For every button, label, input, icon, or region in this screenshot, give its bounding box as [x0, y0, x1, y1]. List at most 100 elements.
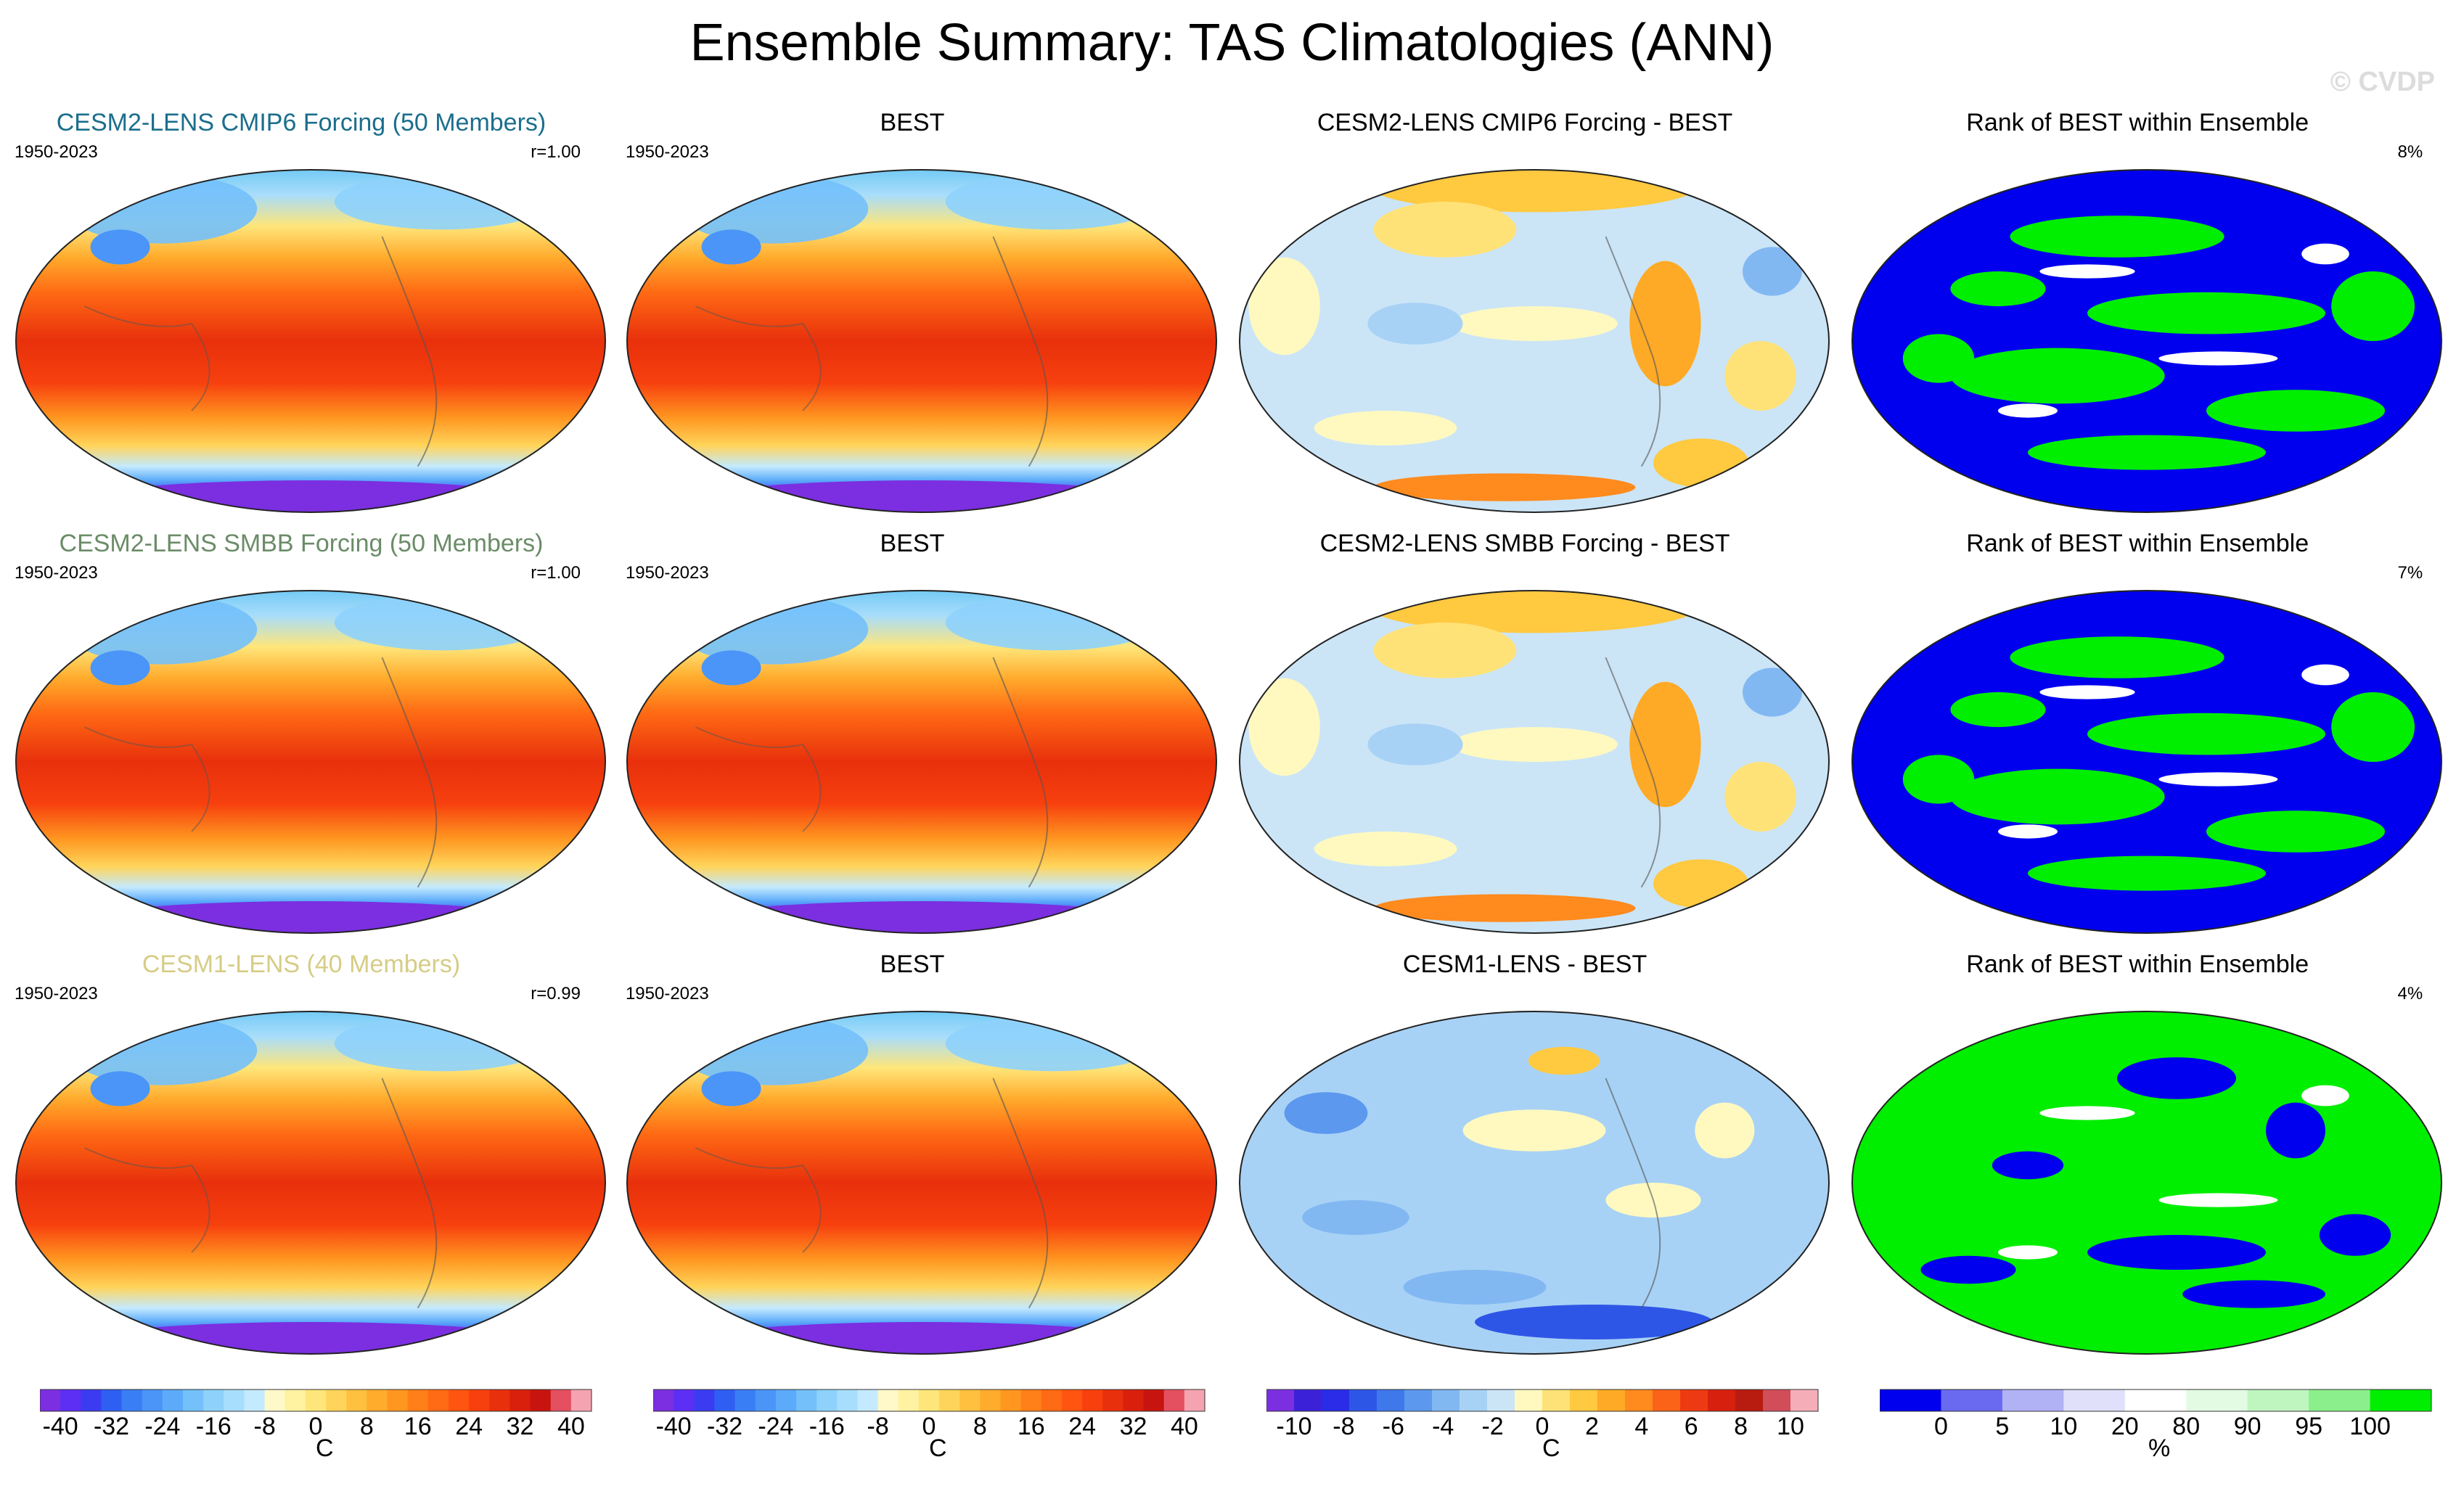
observed-climatology-map: [626, 1011, 1217, 1355]
cold-region-shape: [66, 594, 258, 665]
pattern-correlation-label: r=0.99: [531, 984, 581, 1003]
years-label: 1950-2023: [15, 563, 98, 583]
colorbar-swatch: [81, 1389, 102, 1411]
rank-region-shape: [2087, 713, 2326, 755]
coastline: [381, 657, 438, 888]
map-border: [1851, 169, 2443, 513]
rank-region-shape: [1998, 403, 2058, 418]
figure-title: Ensemble Summary: TAS Climatologies (ANN…: [689, 14, 1775, 72]
colorbar-swatch: [224, 1389, 245, 1411]
colorbar-swatch: [1432, 1389, 1460, 1411]
rank-region-shape: [2158, 1193, 2278, 1207]
cold-region-shape: [671, 1322, 1172, 1354]
rank-region-shape: [1998, 824, 2058, 839]
colorbar-tick-label: 0: [922, 1413, 936, 1440]
colorbar-swatch: [980, 1389, 1002, 1411]
colorbar-swatch: [570, 1389, 592, 1411]
ensemble-climatology-map: [15, 169, 607, 513]
rank-region-shape: [2301, 664, 2350, 686]
map-border: [1239, 169, 1830, 513]
colorbar-diff-3: -10 -8 -6 -4 -2 0 2 4 6 8 10 C: [1266, 1382, 1847, 1462]
colorbar-swatch: [121, 1389, 143, 1411]
colorbar-unit-label: C: [929, 1434, 947, 1462]
coastline: [695, 726, 822, 832]
cold-region-shape: [60, 1322, 561, 1354]
cold-region-shape: [334, 173, 549, 230]
colorbar-tick-label: -8: [1333, 1413, 1354, 1440]
panel-diff-row-3: CESM1-LENS - BEST: [1224, 951, 1830, 1357]
colorbar-swatch: [1941, 1389, 2003, 1411]
colorbar-swatch: [1625, 1389, 1653, 1411]
rank-region-shape: [2158, 772, 2278, 787]
colorbar-swatch: [101, 1389, 123, 1411]
coastline: [381, 236, 438, 467]
colorbar-swatch: [203, 1389, 224, 1411]
anomaly-region-shape: [1528, 1046, 1600, 1075]
colorbar-tick-label: -16: [809, 1413, 845, 1440]
colorbar-swatch: [918, 1389, 940, 1411]
colorbar-tick-label: 8: [973, 1413, 987, 1440]
colorbar-tick-label: 90: [2234, 1413, 2262, 1440]
panel-title: CESM2-LENS CMIP6 Forcing - BEST: [1317, 109, 1733, 136]
anomaly-region-shape: [1373, 202, 1517, 258]
rank-percent-label: 4%: [2397, 984, 2423, 1003]
colorbar-swatch: [1570, 1389, 1598, 1411]
years-label: 1950-2023: [625, 984, 709, 1003]
colorbar-swatch: [1020, 1389, 1042, 1411]
colorbar-swatch: [489, 1389, 510, 1411]
colorbar-swatch: [1322, 1389, 1350, 1411]
colorbar-tick-label: 40: [1171, 1413, 1198, 1440]
colorbar-swatch: [1542, 1389, 1571, 1411]
observed-climatology-map: [626, 169, 1217, 513]
ensemble-climatology-map: [15, 1011, 607, 1355]
pattern-correlation-label: r=1.00: [531, 563, 581, 583]
colorbar-swatch: [448, 1389, 470, 1411]
map-border: [15, 169, 607, 513]
anomaly-region-shape: [1653, 438, 1749, 488]
panel-rank-row-3: Rank of BEST within Ensemble 4%: [1836, 951, 2443, 1357]
rank-region-shape: [2331, 692, 2415, 762]
colorbar-swatch: [60, 1389, 81, 1411]
colorbar-tick-label: 24: [455, 1413, 483, 1440]
colorbar-swatch: [367, 1389, 388, 1411]
coastline: [83, 726, 210, 832]
colorbar-swatch: [2370, 1389, 2432, 1411]
colorbar-swatch: [1000, 1389, 1022, 1411]
anomaly-region-shape: [1248, 257, 1320, 356]
colorbar-swatch: [1143, 1389, 1165, 1411]
colorbar-swatch: [1653, 1389, 1681, 1411]
cold-region-shape: [60, 901, 561, 933]
years-label: 1950-2023: [15, 142, 98, 162]
colorbar-swatch: [407, 1389, 429, 1411]
panel-title: CESM1-LENS (40 Members): [142, 951, 461, 978]
anomaly-region-shape: [1743, 247, 1803, 296]
map-border: [626, 1011, 1217, 1355]
colorbar-swatch: [2186, 1389, 2248, 1411]
colorbar-swatch: [694, 1389, 715, 1411]
colorbar-tick-label: 0: [309, 1413, 323, 1440]
colorbar-swatch: [1404, 1389, 1433, 1411]
anomaly-region-shape: [1653, 859, 1749, 908]
cold-region-shape: [945, 1015, 1160, 1072]
rank-region-shape: [2301, 243, 2350, 265]
colorbar-swatch: [796, 1389, 817, 1411]
colorbar-tick-label: 8: [1734, 1413, 1748, 1440]
colorbar-unit-label: %: [2148, 1434, 2171, 1462]
rank-region-shape: [2087, 292, 2326, 334]
cold-region-shape: [945, 594, 1160, 651]
panel-title: Rank of BEST within Ensemble: [1966, 951, 2309, 978]
rank-region-shape: [2028, 855, 2267, 891]
colorbar-unit-label: C: [316, 1434, 334, 1462]
colorbar-swatch: [1487, 1389, 1515, 1411]
coastline: [1605, 657, 1661, 888]
cold-region-shape: [701, 650, 761, 686]
colorbar-swatch: [857, 1389, 879, 1411]
rank-region-shape: [2266, 1102, 2326, 1159]
colorbar-tick-label: -24: [144, 1413, 180, 1440]
panel-title: CESM1-LENS - BEST: [1402, 951, 1648, 978]
colorbar-swatch: [1880, 1389, 1941, 1411]
coastline: [1605, 1077, 1661, 1309]
rank-percent-label: 7%: [2397, 563, 2423, 583]
panel-diff-row-2: CESM2-LENS SMBB Forcing - BEST: [1224, 530, 1830, 936]
colorbar-swatch: [326, 1389, 347, 1411]
